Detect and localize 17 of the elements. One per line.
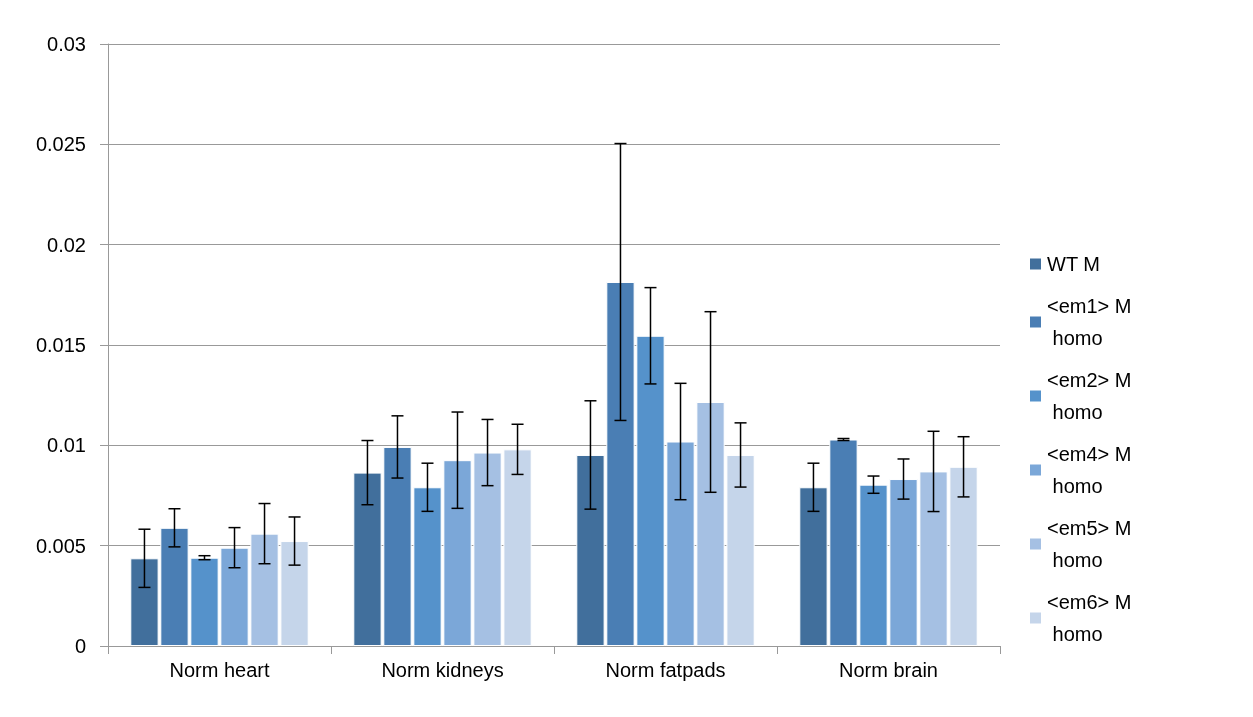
legend-label: <em2> M homo bbox=[1047, 369, 1132, 423]
x-tick-label: Norm brain bbox=[839, 659, 938, 681]
legend-label: <em1> M homo bbox=[1047, 295, 1132, 349]
y-tick-label: 0 bbox=[74, 635, 86, 657]
y-tick-label: 0.005 bbox=[35, 534, 86, 557]
legend-label: <em5> M homo bbox=[1047, 517, 1132, 571]
x-tick-label: Norm heart bbox=[169, 659, 270, 681]
y-tick-label: 0.015 bbox=[35, 334, 86, 356]
legend-label: <em6> M homo bbox=[1047, 591, 1132, 645]
y-tick-label: 0.025 bbox=[35, 133, 86, 156]
y-tick-label: 0.01 bbox=[47, 434, 86, 457]
y-tick-label: 0.03 bbox=[47, 33, 86, 55]
x-tick-label: Norm fatpads bbox=[605, 659, 726, 681]
legend-label: WT M bbox=[1047, 253, 1100, 275]
legend-label: <em4> M homo bbox=[1047, 443, 1132, 497]
x-tick-label: Norm kidneys bbox=[381, 659, 504, 681]
y-tick-label: 0.02 bbox=[47, 233, 86, 256]
